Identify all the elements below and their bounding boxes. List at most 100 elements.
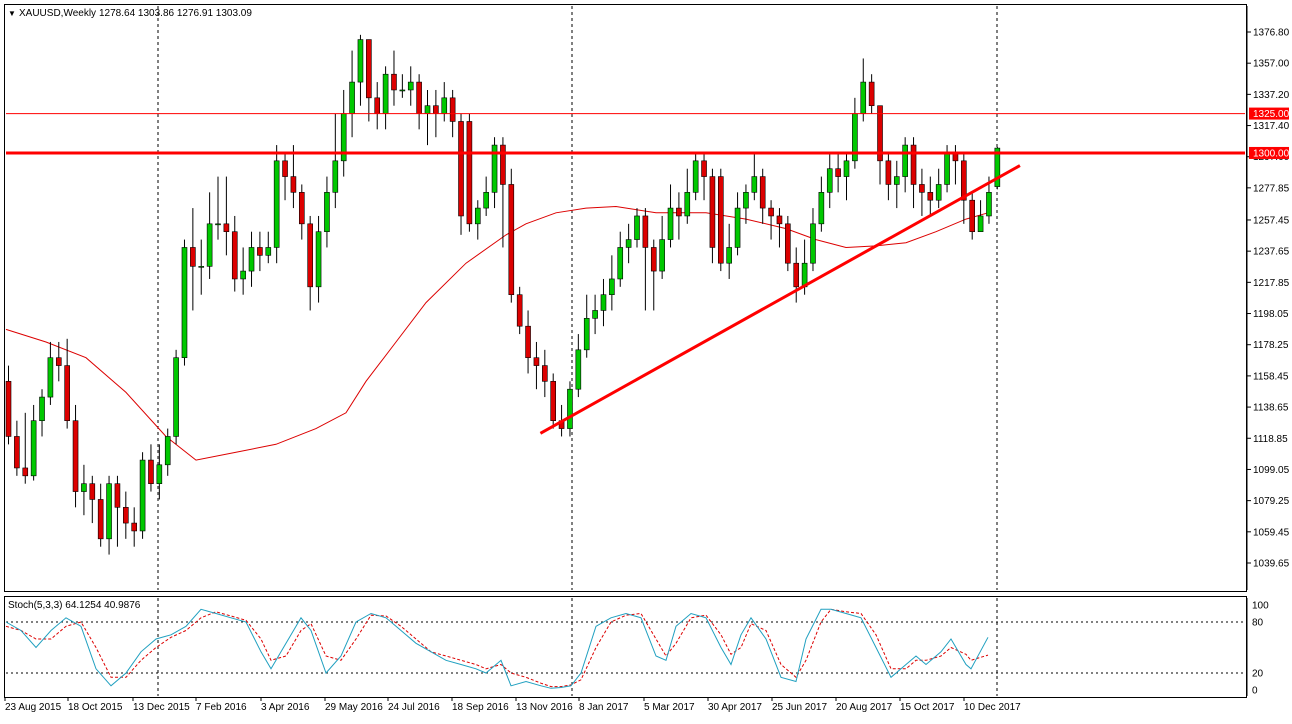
candle-bullish: [315, 215, 322, 303]
candle-bullish: [407, 66, 414, 106]
candle-body: [676, 207, 682, 217]
candle-body: [257, 247, 263, 256]
candle-bullish: [173, 349, 179, 445]
candle-body: [994, 147, 1001, 187]
stoch-main-line: [5, 608, 989, 689]
horizontal-levels-layer[interactable]: [6, 113, 1245, 435]
candle-bullish: [575, 334, 582, 398]
candle-bearish: [910, 137, 917, 209]
candle-body: [55, 357, 62, 366]
price-tick-label: 1059.45: [1253, 527, 1290, 538]
candle-bearish: [868, 74, 875, 114]
candle-body: [919, 184, 925, 193]
candle-body: [366, 39, 372, 99]
candle-body: [491, 144, 498, 193]
candle-body: [843, 160, 850, 177]
time-axis: 23 Aug 2015 18 Oct 2015 13 Dec 2015 7 Feb 2…: [4, 697, 1021, 713]
candle-bullish: [734, 192, 741, 256]
candle-bearish: [768, 200, 774, 240]
candle-bearish: [550, 373, 557, 429]
candle-bullish: [240, 247, 246, 295]
candle-bearish: [123, 491, 129, 539]
candle-body: [600, 294, 607, 311]
candle-bearish: [969, 192, 976, 240]
candle-bearish: [676, 192, 682, 240]
candle-body: [692, 160, 699, 193]
moving-average-layer: [5, 205, 989, 461]
candle-body: [877, 105, 883, 162]
candle-body: [324, 192, 330, 233]
time-tick-label: 10 Dec 2017: [964, 702, 1021, 713]
candle-bearish: [458, 113, 464, 235]
candle-body: [592, 310, 598, 319]
candle-body: [190, 247, 196, 267]
price-tick-label: 1039.65: [1253, 559, 1290, 570]
candle-body: [466, 121, 473, 225]
candle-bullish: [625, 223, 632, 264]
candle-body: [793, 262, 800, 288]
candle-body: [273, 160, 280, 248]
grid-layer: [157, 6, 998, 696]
candle-bearish: [835, 152, 841, 193]
price-axis: 1376.801357.001337.201317.401297.601277.…: [1246, 6, 1290, 590]
candle-body: [97, 499, 104, 540]
candle-body: [298, 192, 305, 225]
candle-body: [382, 73, 389, 114]
candle-body: [751, 176, 758, 193]
candle-body: [240, 270, 246, 280]
candle-bullish: [567, 381, 573, 437]
candle-bullish: [181, 239, 188, 366]
candle-bullish: [583, 294, 590, 358]
time-tick-label: 5 Mar 2017: [644, 702, 695, 713]
candle-bullish: [357, 34, 364, 106]
symbol-dropdown-icon[interactable]: ▼: [8, 9, 16, 18]
candle-body: [332, 160, 339, 193]
candle-body: [407, 81, 414, 91]
candle-body: [290, 176, 297, 193]
candle-body: [357, 39, 364, 83]
time-tick-label: 13 Dec 2015: [133, 702, 190, 713]
candle-bearish: [709, 168, 716, 264]
price-tick-label: 1158.45: [1253, 371, 1289, 382]
candle-bullish: [684, 168, 691, 224]
candle-bearish: [701, 152, 707, 201]
price-tick-label: 1376.80: [1253, 28, 1290, 39]
price-tick-label: 1337.20: [1253, 90, 1290, 101]
candle-bearish: [114, 475, 121, 547]
candle-body: [609, 278, 615, 296]
price-tick-label: 1357.00: [1253, 59, 1290, 70]
candle-bearish: [785, 215, 791, 272]
candle-body: [977, 215, 984, 233]
candle-body: [902, 144, 908, 177]
candle-bullish: [659, 215, 665, 279]
candle-body: [701, 160, 707, 177]
candle-bullish: [273, 145, 280, 264]
moving-average-line: [5, 205, 989, 461]
candle-bullish: [893, 160, 900, 209]
candle-body: [659, 239, 665, 272]
candle-body: [64, 365, 70, 422]
price-tick-label: 1099.05: [1253, 465, 1290, 476]
candle-body: [114, 483, 121, 508]
candle-body: [726, 247, 732, 264]
candle-body: [642, 215, 649, 248]
candle-bullish: [902, 137, 908, 193]
candle-body: [282, 160, 288, 177]
candle-body: [910, 144, 917, 185]
candle-body: [709, 176, 716, 248]
candle-body: [625, 239, 632, 248]
candle-body: [550, 381, 557, 422]
candle-bullish: [692, 152, 699, 201]
candle-body: [567, 388, 573, 429]
candle-body: [868, 81, 875, 107]
candle-bearish: [776, 208, 783, 248]
candle-bullish: [399, 74, 406, 98]
price-tick-label: 1079.25: [1253, 496, 1290, 507]
candle-body: [835, 168, 841, 177]
candle-bullish: [726, 223, 732, 279]
candle-body: [433, 105, 439, 114]
ascending-trendline[interactable]: [539, 164, 1021, 435]
candle-bearish: [131, 507, 137, 547]
candle-bullish: [592, 294, 598, 335]
